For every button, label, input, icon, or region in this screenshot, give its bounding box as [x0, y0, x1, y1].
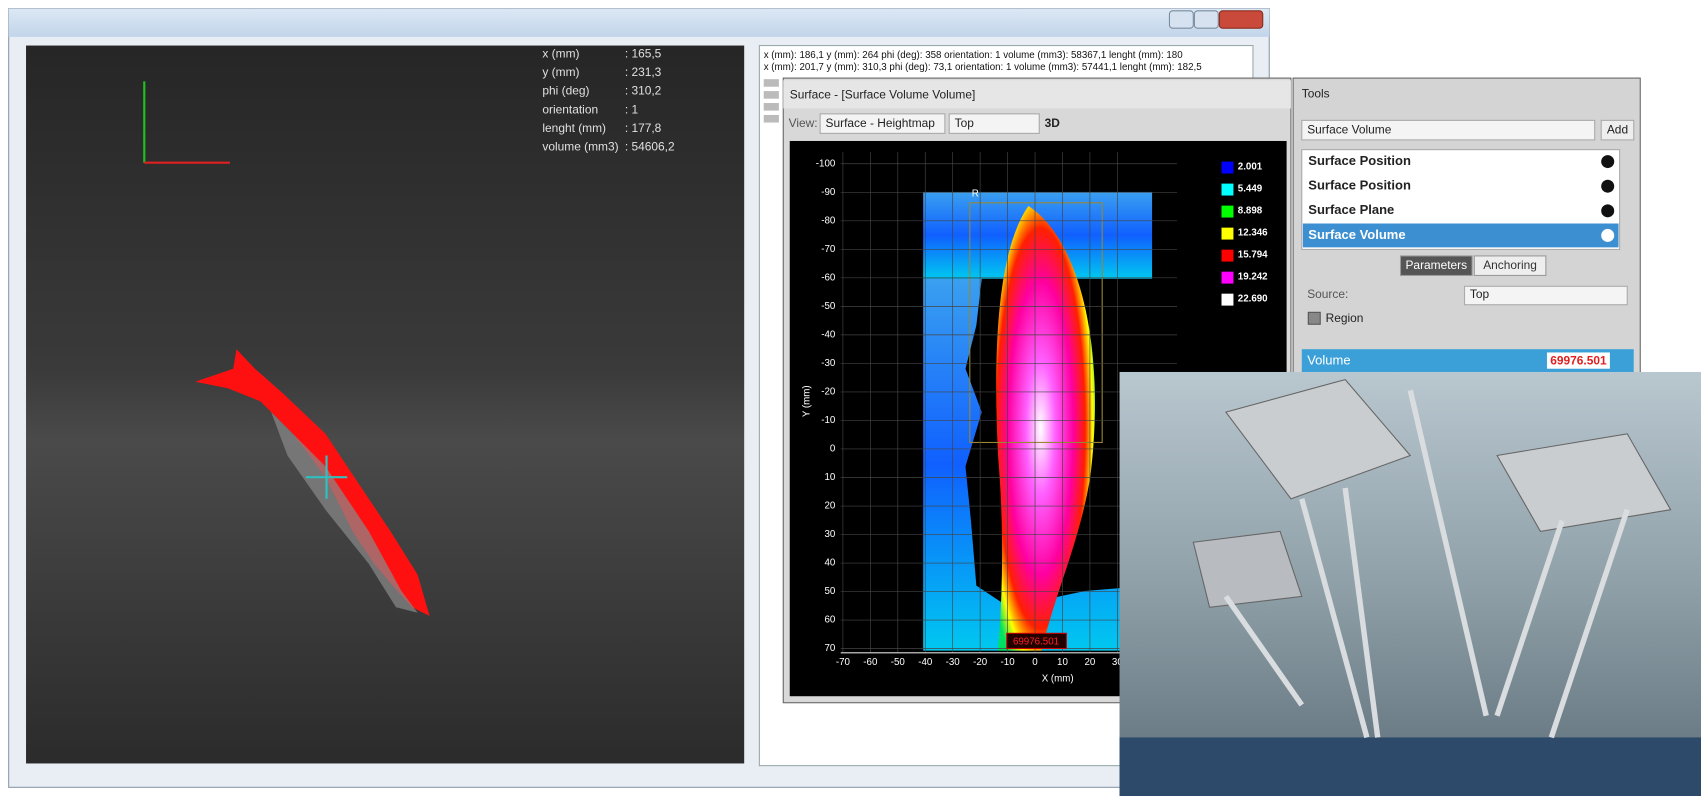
measurement-value: : 177,8: [625, 121, 662, 135]
y-tick-label: 0: [830, 444, 836, 455]
y-tick-label: 10: [824, 472, 835, 483]
legend-label: 15.794: [1238, 250, 1268, 261]
measurement-label: volume (mm3): [542, 140, 618, 154]
y-tick-label: -30: [821, 358, 836, 369]
legend-swatch: [1222, 272, 1234, 284]
conveyor: [1120, 737, 1701, 796]
measurement-value: : 231,3: [625, 65, 662, 79]
y-tick-label: 20: [824, 501, 835, 512]
y-tick-label: 60: [824, 615, 835, 626]
legend-label: 2.001: [1238, 162, 1263, 173]
volume-badge-text: 69976.501: [1013, 637, 1059, 648]
tool-item[interactable]: Surface Position: [1308, 178, 1411, 193]
measurement-label: orientation: [542, 102, 598, 116]
maximize-button[interactable]: [1194, 11, 1218, 28]
measurement-label: phi (deg): [542, 84, 589, 98]
y-tick-label: -10: [821, 415, 836, 426]
legend-swatch: [1222, 184, 1234, 196]
x-tick-label: -10: [1001, 657, 1016, 668]
view-label: View:: [789, 116, 818, 130]
x-tick-label: 0: [1032, 657, 1038, 668]
y-tick-label: -100: [816, 158, 836, 169]
robot-photo: [1120, 372, 1701, 796]
log-line: x (mm): 201,7 y (mm): 310,3 phi (deg): 7…: [764, 62, 1203, 73]
legend-label: 12.346: [1238, 228, 1268, 239]
y-tick-label: -80: [821, 215, 836, 226]
y-tick-label: -60: [821, 272, 836, 283]
tool-item[interactable]: Surface Plane: [1308, 202, 1394, 217]
legend-label: 5.449: [1238, 184, 1263, 195]
add-button-label: Add: [1607, 122, 1628, 136]
y-tick-label: -70: [821, 244, 836, 255]
tool-item[interactable]: Surface Volume: [1308, 227, 1405, 242]
tool-dropdown-value: Surface Volume: [1307, 122, 1392, 136]
measurement-label: x (mm): [542, 46, 579, 60]
region-checkbox[interactable]: [1308, 312, 1320, 324]
y-tick-label: -20: [821, 387, 836, 398]
log-line-hidden: [764, 103, 779, 111]
legend-label: 22.690: [1238, 294, 1268, 305]
region-label: Region: [1326, 311, 1364, 325]
measurement-value: : 1: [625, 102, 639, 116]
region-label: R: [972, 189, 979, 200]
tab-label: Parameters: [1405, 258, 1467, 272]
legend-swatch: [1222, 250, 1234, 262]
measurement-value: : 165,5: [625, 46, 662, 60]
y-tick-label: -40: [821, 329, 836, 340]
y-axis-label: Y (mm): [802, 385, 813, 417]
remove-icon[interactable]: [1601, 204, 1614, 217]
result-label: Volume: [1307, 353, 1350, 368]
legend-label: 19.242: [1238, 272, 1268, 283]
x-tick-label: -40: [918, 657, 933, 668]
x-tick-label: -30: [946, 657, 961, 668]
title-bar: [9, 9, 1270, 37]
legend-swatch: [1222, 206, 1234, 218]
log-line: x (mm): 186,1 y (mm): 264 phi (deg): 358…: [764, 50, 1184, 61]
orientation-value: Top: [955, 116, 975, 130]
y-tick-label: -50: [821, 301, 836, 312]
x-tick-label: -60: [863, 657, 878, 668]
log-line-hidden: [764, 115, 779, 123]
remove-icon[interactable]: [1601, 155, 1614, 168]
log-line-hidden: [764, 91, 779, 99]
mode-button[interactable]: 3D: [1045, 116, 1061, 130]
legend-swatch: [1222, 294, 1234, 306]
remove-icon[interactable]: [1601, 229, 1614, 242]
x-tick-label: 10: [1057, 657, 1068, 668]
y-tick-label: 40: [824, 558, 835, 569]
x-tick-label: -50: [891, 657, 906, 668]
x-tick-label: -70: [836, 657, 851, 668]
tool-item[interactable]: Surface Position: [1308, 153, 1411, 168]
source-label: Source:: [1307, 287, 1348, 301]
page: { "main_window": { "measurements": [ {"l…: [0, 0, 1701, 796]
y-tick-label: 50: [824, 586, 835, 597]
legend-swatch: [1222, 228, 1234, 240]
measurement-value: : 310,2: [625, 84, 662, 98]
measurement-value: : 54606,2: [625, 140, 675, 154]
x-tick-label: 20: [1084, 657, 1095, 668]
remove-icon[interactable]: [1601, 180, 1614, 193]
close-button[interactable]: [1219, 11, 1262, 28]
minimize-button[interactable]: [1169, 11, 1193, 28]
legend-swatch: [1222, 162, 1234, 174]
log-line-hidden: [764, 79, 779, 87]
legend-label: 8.898: [1238, 206, 1263, 217]
view-value: Surface - Heightmap: [826, 116, 936, 130]
x-tick-label: -20: [973, 657, 988, 668]
result-value: 69976.501: [1550, 353, 1607, 367]
measurement-label: lenght (mm): [542, 121, 606, 135]
y-tick-label: -90: [821, 187, 836, 198]
tab-label: Anchoring: [1483, 258, 1537, 272]
screen: x (mm) : 165,5 y (mm) : 231,3 phi (deg) : 310…: [0, 0, 1701, 796]
y-tick-label: 30: [824, 529, 835, 540]
surface-title: Surface - [Surface Volume Volume]: [790, 88, 976, 102]
tools-title: Tools: [1302, 87, 1330, 101]
measurement-label: y (mm): [542, 65, 579, 79]
y-tick-label: 70: [824, 643, 835, 654]
source-value: Top: [1470, 287, 1490, 301]
x-axis-label: X (mm): [1042, 673, 1074, 684]
